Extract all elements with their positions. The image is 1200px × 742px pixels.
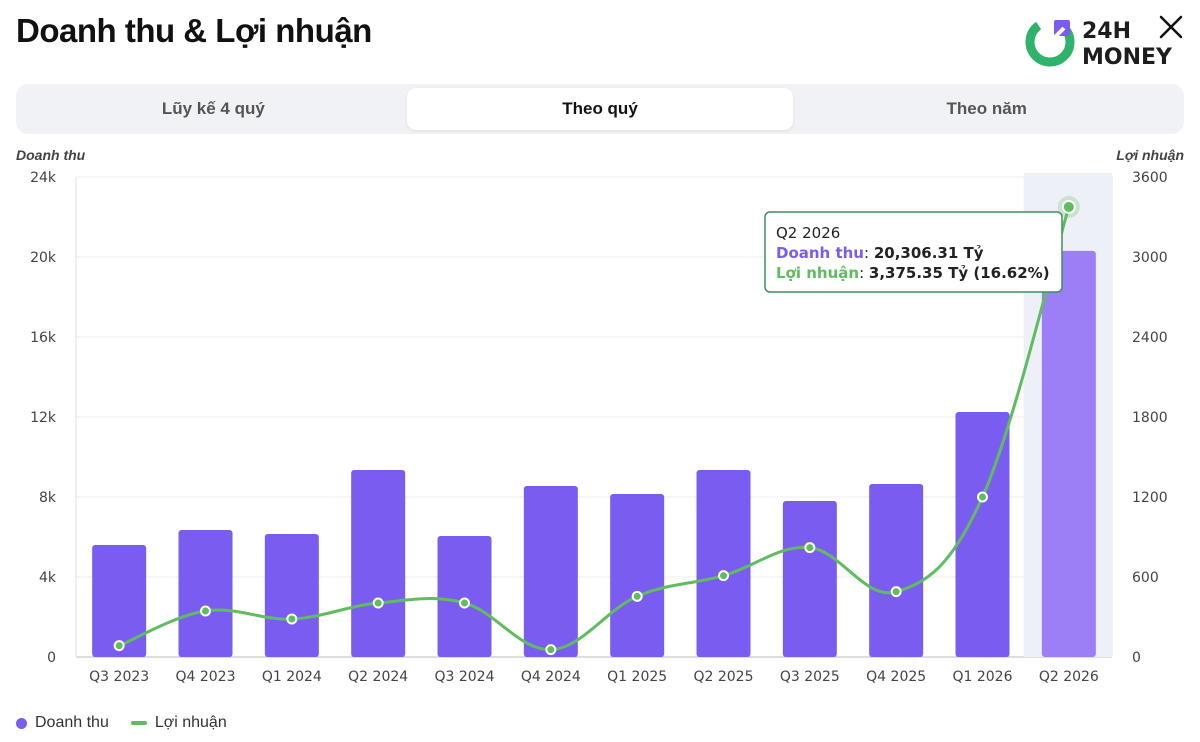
y-tick-left: 0 [47,650,56,666]
point-profit [545,644,557,656]
bar-revenue [92,545,147,657]
close-icon[interactable] [1156,12,1186,42]
point-profit [286,613,298,625]
point-profit [200,605,211,617]
page-title: Doanh thu & Lợi nhuận [16,12,372,49]
point-profit [804,542,816,554]
y-axis-left-title: Doanh thu [16,147,86,163]
x-tick-label: Q4 2023 [175,669,235,685]
brand-logo: 24H MONEY [1025,17,1173,70]
point-profit [718,570,729,582]
y-tick-right: 3000 [1132,250,1168,266]
bar-revenue [869,484,924,657]
y-tick-right: 600 [1132,570,1159,586]
bar-revenue [955,412,1010,657]
bar-revenue [782,501,837,657]
y-tick-left: 20k [30,250,57,266]
chart-legend: Doanh thu Lợi nhuận [16,714,249,732]
tooltip-profit: Lợi nhuận: 3,375.35 Tỷ (16.62%) [776,264,1050,282]
legend-dot-icon [16,717,27,729]
bar-revenue [1041,250,1096,658]
bar-revenue [437,536,492,657]
y-tick-left: 24k [30,170,57,186]
tab-quarterly[interactable]: Theo quý [406,88,794,130]
y-axis-right-title: Lợi nhuận [1116,147,1184,163]
y-tick-right: 2400 [1132,330,1168,346]
x-tick-label: Q2 2026 [1039,669,1099,685]
x-tick-label: Q1 2024 [262,669,322,685]
bar-revenue [610,494,665,657]
point-profit [372,597,384,609]
legend-line-icon [130,721,147,725]
point-profit [113,640,125,652]
y-tick-left: 8k [39,490,57,506]
legend-label: Lợi nhuận [154,714,227,731]
bar-revenue [351,470,406,657]
bar-revenue [264,534,319,657]
x-tick-label: Q4 2025 [866,669,926,685]
tab-ltm[interactable]: Lũy kế 4 quý [161,99,265,118]
point-profit [1061,199,1076,214]
x-tick-label: Q4 2024 [521,669,581,685]
x-tick-label: Q3 2025 [780,669,840,685]
point-profit [977,491,988,503]
tooltip-revenue: Doanh thu: 20,306.31 Tỷ [776,244,984,262]
point-profit [459,597,470,609]
bar-revenue [696,470,751,657]
y-tick-left: 4k [39,570,57,586]
svg-text:24H: 24H [1082,19,1131,44]
svg-text:MONEY: MONEY [1082,45,1173,70]
period-tabs: Lũy kế 4 quý Theo quý Theo năm [16,84,1184,134]
bar-revenue [523,486,578,657]
y-tick-right: 1200 [1132,490,1168,506]
legend-item-profit[interactable]: Lợi nhuận [130,714,227,732]
x-tick-label: Q2 2025 [693,669,753,685]
y-tick-left: 12k [30,410,57,426]
tab-yearly[interactable]: Theo năm [946,99,1027,118]
y-tick-right: 1800 [1132,410,1168,426]
y-tick-right: 0 [1132,650,1141,666]
point-profit [890,586,902,598]
x-tick-label: Q1 2026 [952,669,1012,685]
point-profit [631,590,643,602]
y-tick-right: 3600 [1132,170,1168,186]
x-tick-label: Q3 2024 [434,669,494,685]
y-tick-left: 16k [30,330,57,346]
bar-revenue [178,530,233,657]
chart-tooltip: Q2 2026 Doanh thu: 20,306.31 Tỷ Lợi nhuậ… [764,211,1063,293]
x-tick-label: Q2 2024 [348,669,408,685]
tooltip-title: Q2 2026 [776,224,840,242]
legend-label: Doanh thu [35,714,109,731]
x-tick-label: Q1 2025 [607,669,667,685]
legend-item-revenue[interactable]: Doanh thu [16,714,109,732]
x-tick-label: Q3 2023 [89,669,149,685]
